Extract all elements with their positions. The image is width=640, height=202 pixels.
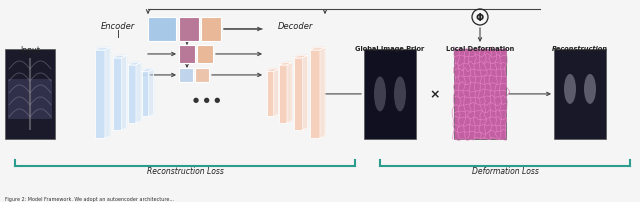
Text: Decoder: Decoder	[277, 22, 313, 31]
Bar	[179, 46, 195, 64]
Bar	[454, 50, 506, 139]
Bar	[310, 51, 320, 138]
Polygon shape	[310, 48, 325, 51]
Polygon shape	[105, 48, 110, 138]
Bar	[5, 50, 55, 139]
Text: Figure 2: Model Framework. We adopt an autoencoder architecture...: Figure 2: Model Framework. We adopt an a…	[5, 196, 174, 201]
Bar	[266, 72, 273, 117]
Text: Reconstruction: Reconstruction	[552, 46, 608, 52]
Bar	[95, 51, 105, 138]
Bar	[197, 46, 213, 64]
Bar	[179, 18, 199, 42]
Ellipse shape	[394, 77, 406, 112]
Text: Deformation Loss: Deformation Loss	[472, 166, 538, 176]
Polygon shape	[320, 48, 325, 138]
Text: Encoder: Encoder	[101, 22, 135, 31]
Bar	[148, 18, 176, 42]
Bar	[141, 72, 148, 117]
Bar	[554, 50, 606, 139]
Bar	[113, 59, 122, 130]
Polygon shape	[279, 63, 292, 66]
Polygon shape	[113, 56, 127, 59]
Polygon shape	[294, 56, 307, 59]
Bar	[364, 50, 416, 139]
Bar	[201, 18, 221, 42]
Text: Global Image Prior: Global Image Prior	[355, 46, 424, 52]
Bar	[179, 69, 193, 82]
Bar	[294, 59, 303, 130]
Polygon shape	[266, 70, 278, 72]
Ellipse shape	[584, 75, 596, 104]
Ellipse shape	[564, 75, 576, 104]
Polygon shape	[136, 63, 141, 123]
Ellipse shape	[374, 77, 386, 112]
Bar	[195, 69, 209, 82]
Polygon shape	[141, 70, 154, 72]
Polygon shape	[122, 56, 127, 130]
Bar	[279, 66, 287, 123]
Polygon shape	[303, 56, 307, 130]
Polygon shape	[273, 70, 278, 117]
Polygon shape	[95, 48, 110, 51]
Bar	[8, 80, 52, 119]
Text: Φ: Φ	[476, 13, 484, 23]
Polygon shape	[128, 63, 141, 66]
Text: ×: ×	[429, 88, 440, 101]
Bar	[128, 66, 136, 123]
Text: Input: Input	[20, 46, 40, 55]
Polygon shape	[148, 70, 154, 117]
Text: Reconstruction Loss: Reconstruction Loss	[147, 166, 223, 176]
Polygon shape	[287, 63, 292, 123]
Text: Local Deformation: Local Deformation	[446, 46, 514, 52]
Text: ●  ●  ●: ● ● ●	[193, 96, 221, 102]
